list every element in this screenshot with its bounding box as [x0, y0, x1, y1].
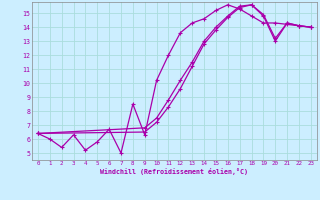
X-axis label: Windchill (Refroidissement éolien,°C): Windchill (Refroidissement éolien,°C) [100, 168, 248, 175]
